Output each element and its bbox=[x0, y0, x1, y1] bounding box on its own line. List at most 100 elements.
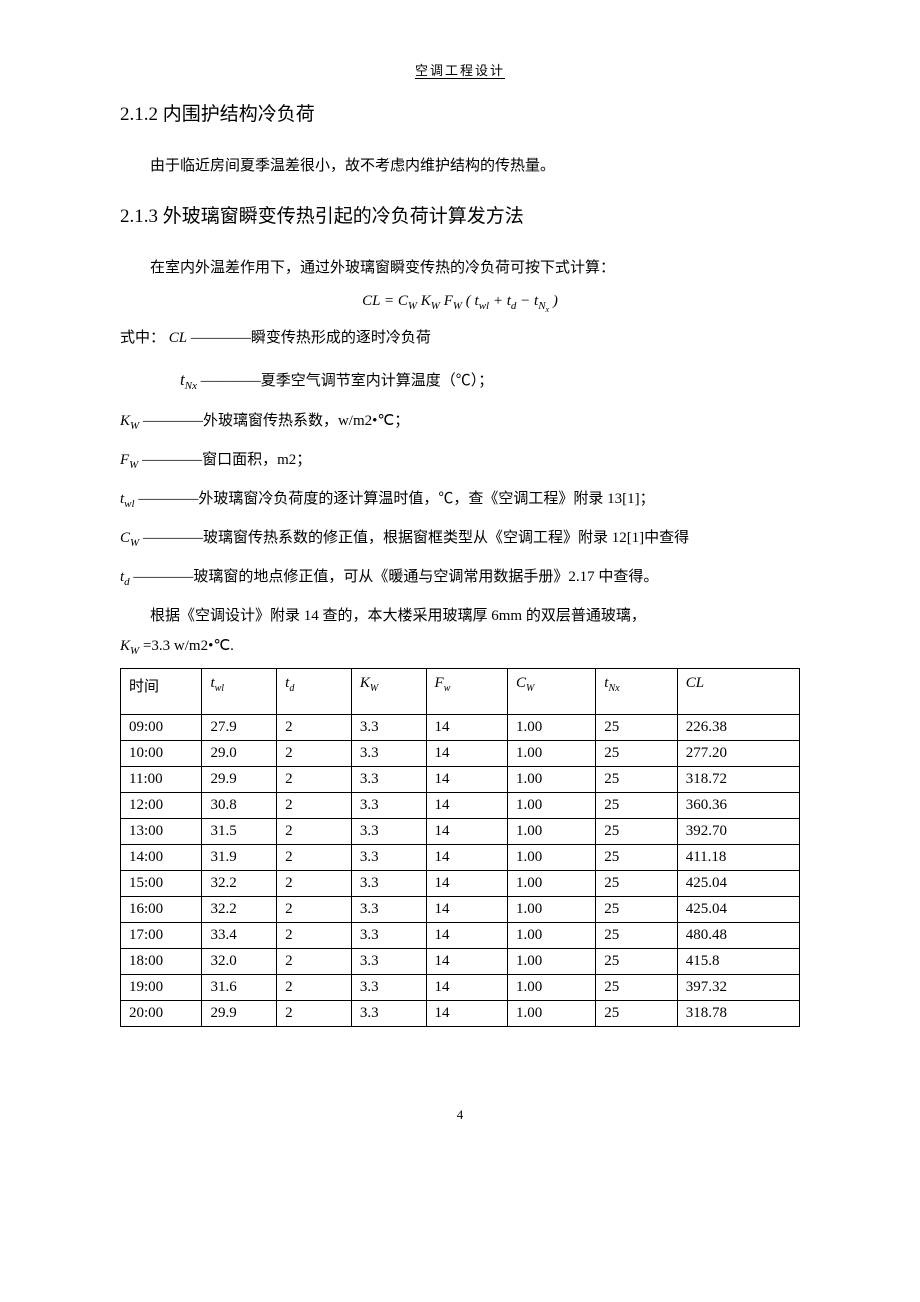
table-row: 15:0032.223.3141.0025425.04 bbox=[121, 870, 800, 896]
table-cell: 3.3 bbox=[351, 792, 426, 818]
table-cell: 2 bbox=[277, 766, 352, 792]
def-tnx: tNx ————夏季空气调节室内计算温度（℃）； bbox=[120, 361, 800, 398]
table-cell: 20:00 bbox=[121, 1000, 202, 1026]
table-cell: 1.00 bbox=[508, 740, 596, 766]
table-cell: 14 bbox=[426, 974, 507, 1000]
note-1: 根据《空调设计》附录 14 查的，本大楼采用玻璃厚 6mm 的双层普通玻璃， bbox=[120, 601, 800, 631]
def-cw: CW ————玻璃窗传热系数的修正值，根据窗框类型从《空调工程》附录 12[1]… bbox=[120, 522, 800, 555]
table-cell: 32.2 bbox=[202, 896, 277, 922]
def-td: td ————玻璃窗的地点修正值，可从《暖通与空调常用数据手册》2.17 中查得… bbox=[120, 561, 800, 594]
page-number: 4 bbox=[120, 1107, 800, 1123]
table-col-header: twl bbox=[202, 668, 277, 714]
table-cell: 3.3 bbox=[351, 974, 426, 1000]
section-2-1-2-body: 由于临近房间夏季温差很小，故不考虑内维护结构的传热量。 bbox=[120, 151, 800, 181]
table-cell: 2 bbox=[277, 844, 352, 870]
table-cell: 25 bbox=[596, 818, 677, 844]
table-cell: 1.00 bbox=[508, 896, 596, 922]
table-cell: 17:00 bbox=[121, 922, 202, 948]
table-cell: 32.2 bbox=[202, 870, 277, 896]
table-cell: 226.38 bbox=[677, 714, 799, 740]
table-cell: 29.0 bbox=[202, 740, 277, 766]
table-cell: 31.6 bbox=[202, 974, 277, 1000]
table-cell: 09:00 bbox=[121, 714, 202, 740]
table-cell: 2 bbox=[277, 740, 352, 766]
table-row: 16:0032.223.3141.0025425.04 bbox=[121, 896, 800, 922]
table-row: 10:0029.023.3141.0025277.20 bbox=[121, 740, 800, 766]
table-row: 19:0031.623.3141.0025397.32 bbox=[121, 974, 800, 1000]
table-cell: 2 bbox=[277, 792, 352, 818]
table-cell: 3.3 bbox=[351, 870, 426, 896]
table-col-header: CL bbox=[677, 668, 799, 714]
table-cell: 18:00 bbox=[121, 948, 202, 974]
table-cell: 1.00 bbox=[508, 948, 596, 974]
table-cell: 1.00 bbox=[508, 1000, 596, 1026]
table-cell: 25 bbox=[596, 714, 677, 740]
table-cell: 25 bbox=[596, 896, 677, 922]
table-cell: 318.78 bbox=[677, 1000, 799, 1026]
table-cell: 25 bbox=[596, 792, 677, 818]
table-cell: 1.00 bbox=[508, 974, 596, 1000]
def-fw: FW ————窗口面积，m2； bbox=[120, 444, 800, 477]
page-header: 空调工程设计 bbox=[120, 60, 800, 79]
table-cell: 392.70 bbox=[677, 818, 799, 844]
table-cell: 1.00 bbox=[508, 844, 596, 870]
table-cell: 31.5 bbox=[202, 818, 277, 844]
table-cell: 14 bbox=[426, 922, 507, 948]
table-cell: 15:00 bbox=[121, 870, 202, 896]
section-2-1-3-intro: 在室内外温差作用下，通过外玻璃窗瞬变传热的冷负荷可按下式计算： bbox=[120, 253, 800, 283]
table-col-header: tNx bbox=[596, 668, 677, 714]
table-row: 18:0032.023.3141.0025415.8 bbox=[121, 948, 800, 974]
table-row: 13:0031.523.3141.0025392.70 bbox=[121, 818, 800, 844]
table-cell: 29.9 bbox=[202, 1000, 277, 1026]
table-cell: 25 bbox=[596, 844, 677, 870]
table-row: 11:0029.923.3141.0025318.72 bbox=[121, 766, 800, 792]
table-cell: 3.3 bbox=[351, 766, 426, 792]
table-col-header: KW bbox=[351, 668, 426, 714]
table-cell: 3.3 bbox=[351, 1000, 426, 1026]
table-cell: 2 bbox=[277, 818, 352, 844]
table-cell: 2 bbox=[277, 714, 352, 740]
note-2: KW =3.3 w/m2•℃. bbox=[120, 631, 800, 662]
table-cell: 32.0 bbox=[202, 948, 277, 974]
table-cell: 16:00 bbox=[121, 896, 202, 922]
table-cell: 33.4 bbox=[202, 922, 277, 948]
table-cell: 411.18 bbox=[677, 844, 799, 870]
table-cell: 14 bbox=[426, 766, 507, 792]
table-cell: 480.48 bbox=[677, 922, 799, 948]
table-cell: 14 bbox=[426, 844, 507, 870]
table-cell: 11:00 bbox=[121, 766, 202, 792]
table-cell: 1.00 bbox=[508, 766, 596, 792]
table-row: 14:0031.923.3141.0025411.18 bbox=[121, 844, 800, 870]
table-cell: 2 bbox=[277, 896, 352, 922]
table-cell: 3.3 bbox=[351, 922, 426, 948]
table-cell: 3.3 bbox=[351, 714, 426, 740]
calc-table: 时间twltdKWFwCWtNxCL 09:0027.923.3141.0025… bbox=[120, 668, 800, 1027]
def-cl: 式中： CL ————瞬变传热形成的逐时冷负荷 bbox=[120, 322, 800, 355]
table-cell: 2 bbox=[277, 1000, 352, 1026]
table-cell: 1.00 bbox=[508, 922, 596, 948]
table-col-header: Fw bbox=[426, 668, 507, 714]
table-cell: 14 bbox=[426, 792, 507, 818]
table-cell: 1.00 bbox=[508, 792, 596, 818]
table-row: 09:0027.923.3141.0025226.38 bbox=[121, 714, 800, 740]
table-cell: 14 bbox=[426, 740, 507, 766]
def-kw: KW ————外玻璃窗传热系数，w/m2•℃； bbox=[120, 405, 800, 438]
table-cell: 29.9 bbox=[202, 766, 277, 792]
table-cell: 425.04 bbox=[677, 896, 799, 922]
table-cell: 14 bbox=[426, 714, 507, 740]
table-cell: 14 bbox=[426, 896, 507, 922]
table-row: 12:0030.823.3141.0025360.36 bbox=[121, 792, 800, 818]
table-cell: 14 bbox=[426, 1000, 507, 1026]
table-cell: 3.3 bbox=[351, 896, 426, 922]
table-header-row: 时间twltdKWFwCWtNxCL bbox=[121, 668, 800, 714]
table-cell: 25 bbox=[596, 870, 677, 896]
table-cell: 25 bbox=[596, 766, 677, 792]
table-cell: 25 bbox=[596, 948, 677, 974]
table-row: 17:0033.423.3141.0025480.48 bbox=[121, 922, 800, 948]
table-cell: 277.20 bbox=[677, 740, 799, 766]
table-cell: 13:00 bbox=[121, 818, 202, 844]
table-cell: 14 bbox=[426, 948, 507, 974]
table-cell: 31.9 bbox=[202, 844, 277, 870]
table-body: 09:0027.923.3141.0025226.3810:0029.023.3… bbox=[121, 714, 800, 1026]
table-cell: 2 bbox=[277, 974, 352, 1000]
